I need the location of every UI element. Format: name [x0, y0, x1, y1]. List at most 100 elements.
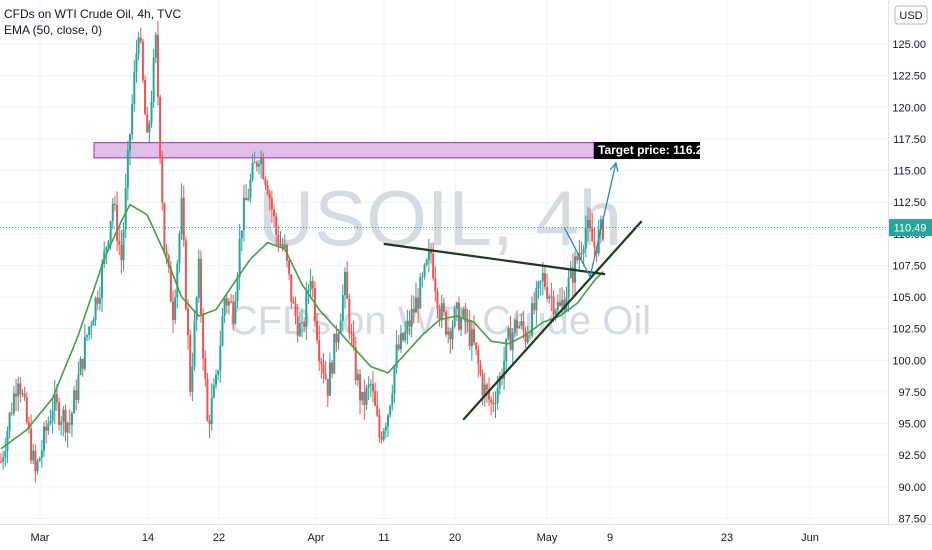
candle-body: [83, 336, 86, 369]
candle-body: [539, 281, 542, 283]
candle-body: [195, 297, 198, 321]
candle-body: [176, 263, 179, 298]
candle-body: [230, 301, 233, 303]
candle-body: [331, 362, 334, 374]
candle-body: [255, 162, 258, 167]
candle-body: [402, 333, 405, 341]
candle-body: [384, 426, 387, 431]
candle-body: [464, 309, 467, 323]
candle-body: [571, 267, 574, 283]
target-label[interactable]: Target price: 116.20: [594, 142, 709, 159]
candle-body: [492, 402, 495, 404]
candle-body: [212, 384, 215, 398]
candle-body: [337, 332, 340, 343]
candle-body: [509, 328, 512, 351]
arrow-head-icon: [609, 161, 619, 172]
candlestick-series: [0, 21, 604, 483]
candle-body: [45, 426, 48, 431]
candle-body: [275, 216, 278, 235]
candle-body: [468, 321, 471, 347]
candle-body: [53, 393, 56, 411]
candle-body: [223, 298, 226, 316]
candle-body: [602, 219, 604, 240]
candle-body: [503, 361, 506, 379]
grid: [0, 0, 888, 524]
candle-body: [309, 280, 312, 290]
candle-body: [414, 297, 417, 313]
candle-body: [0, 461, 2, 463]
candle-body: [365, 387, 368, 405]
candle-body: [180, 197, 183, 234]
lower-trendline[interactable]: [462, 220, 643, 421]
candle-body: [17, 383, 20, 397]
candle-body: [172, 301, 174, 321]
candle-body: [518, 325, 521, 329]
candle-body: [344, 271, 346, 296]
candle-body: [524, 330, 527, 343]
candle-body: [131, 104, 134, 135]
candle-body: [328, 362, 331, 396]
candle-body: [169, 266, 172, 302]
upper-trendline[interactable]: [383, 242, 606, 276]
price-axis[interactable]: 125.00 122.50 120.00 117.50 115.00 112.50 110.…: [892, 39, 926, 525]
y-tick-label: 107.50: [892, 260, 926, 272]
candle-body: [266, 185, 269, 194]
x-tick-label: Mar: [31, 532, 50, 544]
candle-body: [36, 461, 39, 472]
y-tick-label: 102.50: [892, 324, 926, 336]
candle-body: [552, 296, 555, 314]
candle-body: [380, 437, 383, 440]
candle-body: [303, 321, 306, 327]
y-tick-label: 97.50: [898, 387, 926, 399]
candle-body: [38, 458, 41, 462]
candle-body: [481, 374, 484, 396]
candle-body: [561, 299, 564, 306]
candle-body: [483, 384, 486, 396]
candle-body: [107, 241, 110, 248]
candle-body: [371, 383, 374, 392]
candle-body: [535, 288, 538, 311]
indicator-title[interactable]: EMA (50, close, 0): [4, 23, 103, 37]
candle-body: [427, 251, 430, 261]
candle-body: [120, 244, 123, 261]
candle-body: [507, 328, 510, 339]
candle-body: [189, 335, 192, 392]
candle-body: [436, 291, 439, 310]
currency-selector[interactable]: USD: [894, 5, 928, 25]
candle-body: [569, 267, 572, 278]
resistance-zone[interactable]: [93, 142, 595, 159]
symbol-title[interactable]: CFDs on WTI Crude Oil, 4h, TVC: [4, 7, 182, 21]
candle-body: [528, 335, 531, 337]
projection-arrow[interactable]: [563, 162, 617, 279]
candle-body: [410, 308, 413, 327]
candle-body: [584, 228, 587, 249]
candle-body: [301, 321, 303, 324]
candle-body: [582, 248, 585, 254]
candle-body: [68, 422, 71, 425]
candle-body: [133, 71, 136, 105]
candle-body: [40, 450, 43, 459]
candle-body: [548, 296, 551, 299]
x-tick-label: 9: [607, 532, 613, 544]
time-axis[interactable]: Mar 14 22 Apr 11 20 May 9 23 Jun: [31, 532, 819, 544]
candle-body: [593, 241, 596, 248]
candle-body: [438, 309, 441, 321]
candle-body: [391, 393, 394, 406]
candle-body: [202, 314, 205, 359]
candle-body: [434, 278, 437, 292]
candle-body: [369, 383, 372, 385]
ema-line[interactable]: [0, 203, 604, 450]
candle-body: [470, 329, 473, 347]
candle-body: [419, 277, 422, 309]
candle-body: [460, 316, 463, 330]
candle-body: [6, 430, 9, 452]
candle-body: [541, 273, 544, 282]
candle-body: [118, 241, 121, 245]
candle-body: [10, 412, 13, 414]
candle-body: [356, 374, 359, 381]
candle-body: [58, 402, 61, 425]
candle-body: [23, 393, 26, 398]
x-tick-label: 22: [213, 532, 225, 544]
candle-body: [219, 345, 222, 371]
